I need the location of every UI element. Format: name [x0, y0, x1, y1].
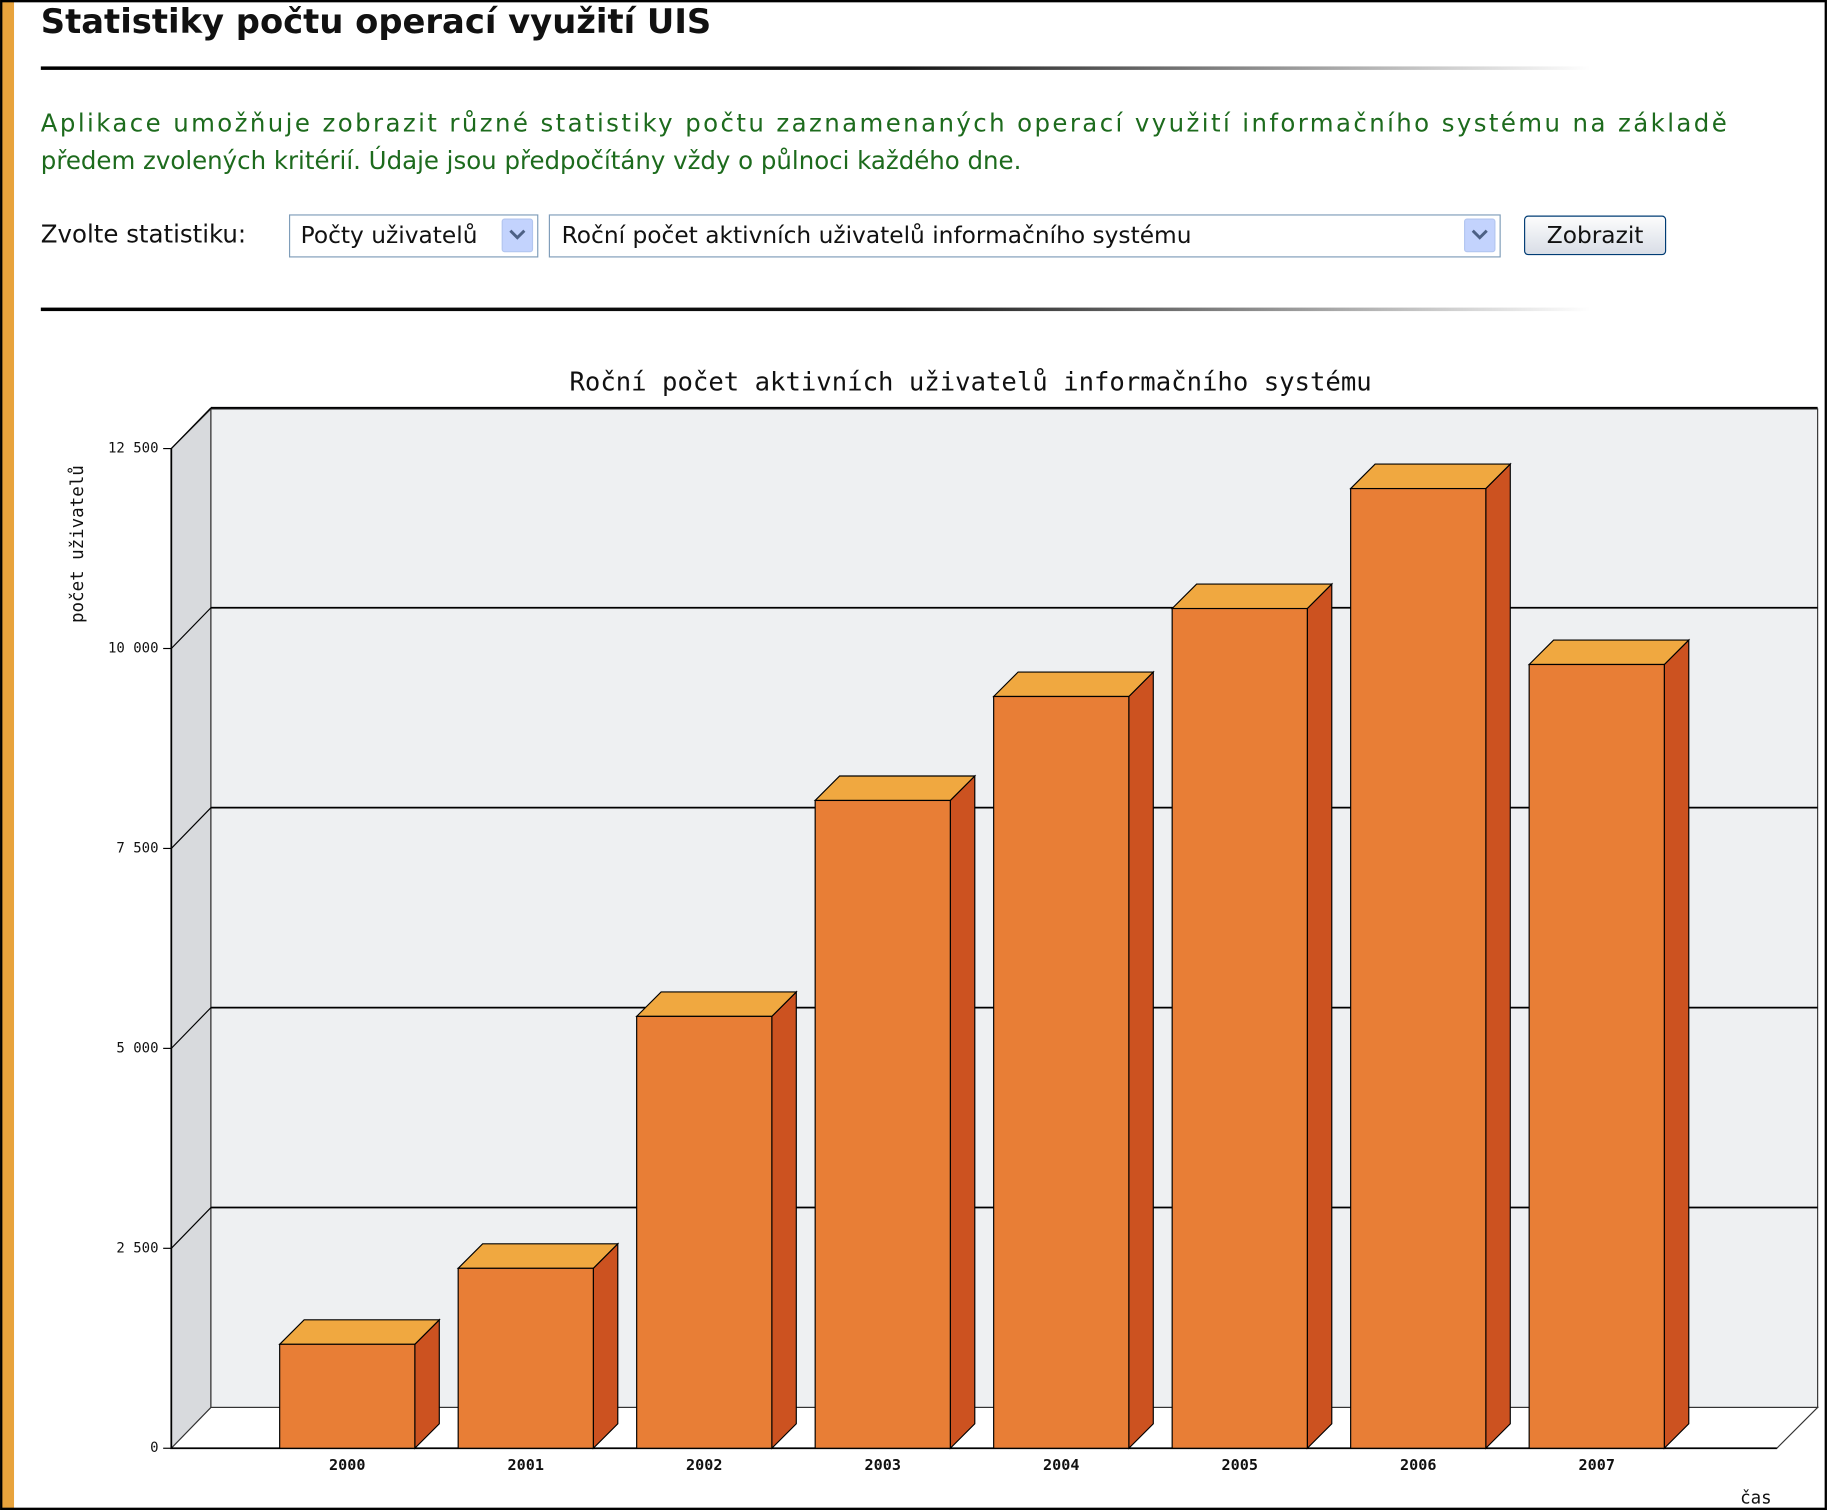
bar — [993, 695, 1130, 1449]
bar — [279, 1343, 416, 1449]
grid-line — [170, 407, 212, 449]
y-tick-label: 0 — [150, 1440, 158, 1456]
y-axis-label: počet uživatelů — [67, 465, 88, 623]
grid-line — [170, 1207, 212, 1249]
y-tick-label: 12 500 — [108, 441, 158, 457]
bar-side — [771, 990, 797, 1450]
button-box[interactable] — [1524, 215, 1667, 256]
grid-line — [170, 607, 212, 649]
bar-top — [1349, 463, 1512, 490]
x-axis-label: čas — [1740, 1488, 1772, 1508]
grid-line — [170, 807, 212, 849]
select-value[interactable]: Roční počet aktivních uživatelů informač… — [562, 222, 1192, 249]
y-tick-label: 10 000 — [108, 641, 158, 657]
x-tick-label: 2003 — [865, 1456, 901, 1474]
show-button[interactable]: Zobrazit — [1524, 215, 1667, 256]
description-line: předem zvolených kritérií. Údaje jsou př… — [41, 145, 1022, 175]
grid-line — [170, 1007, 212, 1049]
bar — [1171, 607, 1308, 1449]
bar-top — [992, 671, 1155, 698]
bar-side — [949, 774, 976, 1450]
dropdown-button[interactable] — [501, 218, 534, 253]
bar — [814, 799, 951, 1449]
select-box[interactable] — [288, 214, 539, 258]
divider — [40, 66, 1591, 70]
x-tick-label: 2007 — [1579, 1456, 1615, 1474]
chart: Roční počet aktivních uživatelů informač… — [67, 367, 1820, 1508]
bar-top — [1170, 583, 1334, 610]
button-label[interactable]: Zobrazit — [1547, 222, 1644, 249]
category-select[interactable]: Počty uživatelů — [288, 214, 539, 258]
bar-side — [1485, 462, 1511, 1450]
side-wall — [170, 407, 212, 1450]
x-tick-label: 2001 — [508, 1456, 544, 1474]
dropdown-arrow — [1471, 229, 1488, 240]
page-title: Statistiky počtu operací využití UIS — [41, 2, 711, 41]
x-tick-label: 2006 — [1400, 1456, 1436, 1474]
x-tick-label: 2005 — [1222, 1456, 1258, 1474]
x-tick-label: 2000 — [329, 1456, 365, 1474]
y-tick-label: 2 500 — [116, 1240, 158, 1256]
bar — [457, 1267, 594, 1449]
y-tick-label: 7 500 — [116, 840, 158, 856]
statistic-select[interactable]: Roční počet aktivních uživatelů informač… — [548, 214, 1501, 258]
bar-side — [1306, 582, 1333, 1450]
form-label: Zvolte statistiku: — [41, 219, 246, 248]
bar-side — [1663, 638, 1690, 1450]
bar-side — [592, 1242, 619, 1450]
select-box[interactable] — [548, 214, 1501, 258]
bar-top — [1527, 639, 1691, 666]
bar — [636, 1015, 773, 1449]
chart-title: Roční počet aktivních uživatelů informač… — [569, 367, 1371, 397]
bar — [1528, 663, 1665, 1449]
dropdown-button[interactable] — [1464, 218, 1496, 253]
bar-side — [1128, 670, 1154, 1450]
bar-top — [456, 1243, 620, 1269]
bar — [1350, 487, 1487, 1449]
y-tick-label: 5 000 — [116, 1040, 158, 1056]
x-tick-label: 2002 — [686, 1456, 722, 1474]
select-value[interactable]: Počty uživatelů — [301, 222, 478, 249]
x-tick-label: 2004 — [1043, 1456, 1079, 1474]
dropdown-arrow — [509, 229, 526, 240]
side-stripe — [0, 0, 15, 1510]
bar-top — [635, 991, 798, 1017]
bar-top — [278, 1319, 441, 1345]
divider — [40, 307, 1591, 312]
bar-top — [813, 775, 977, 802]
